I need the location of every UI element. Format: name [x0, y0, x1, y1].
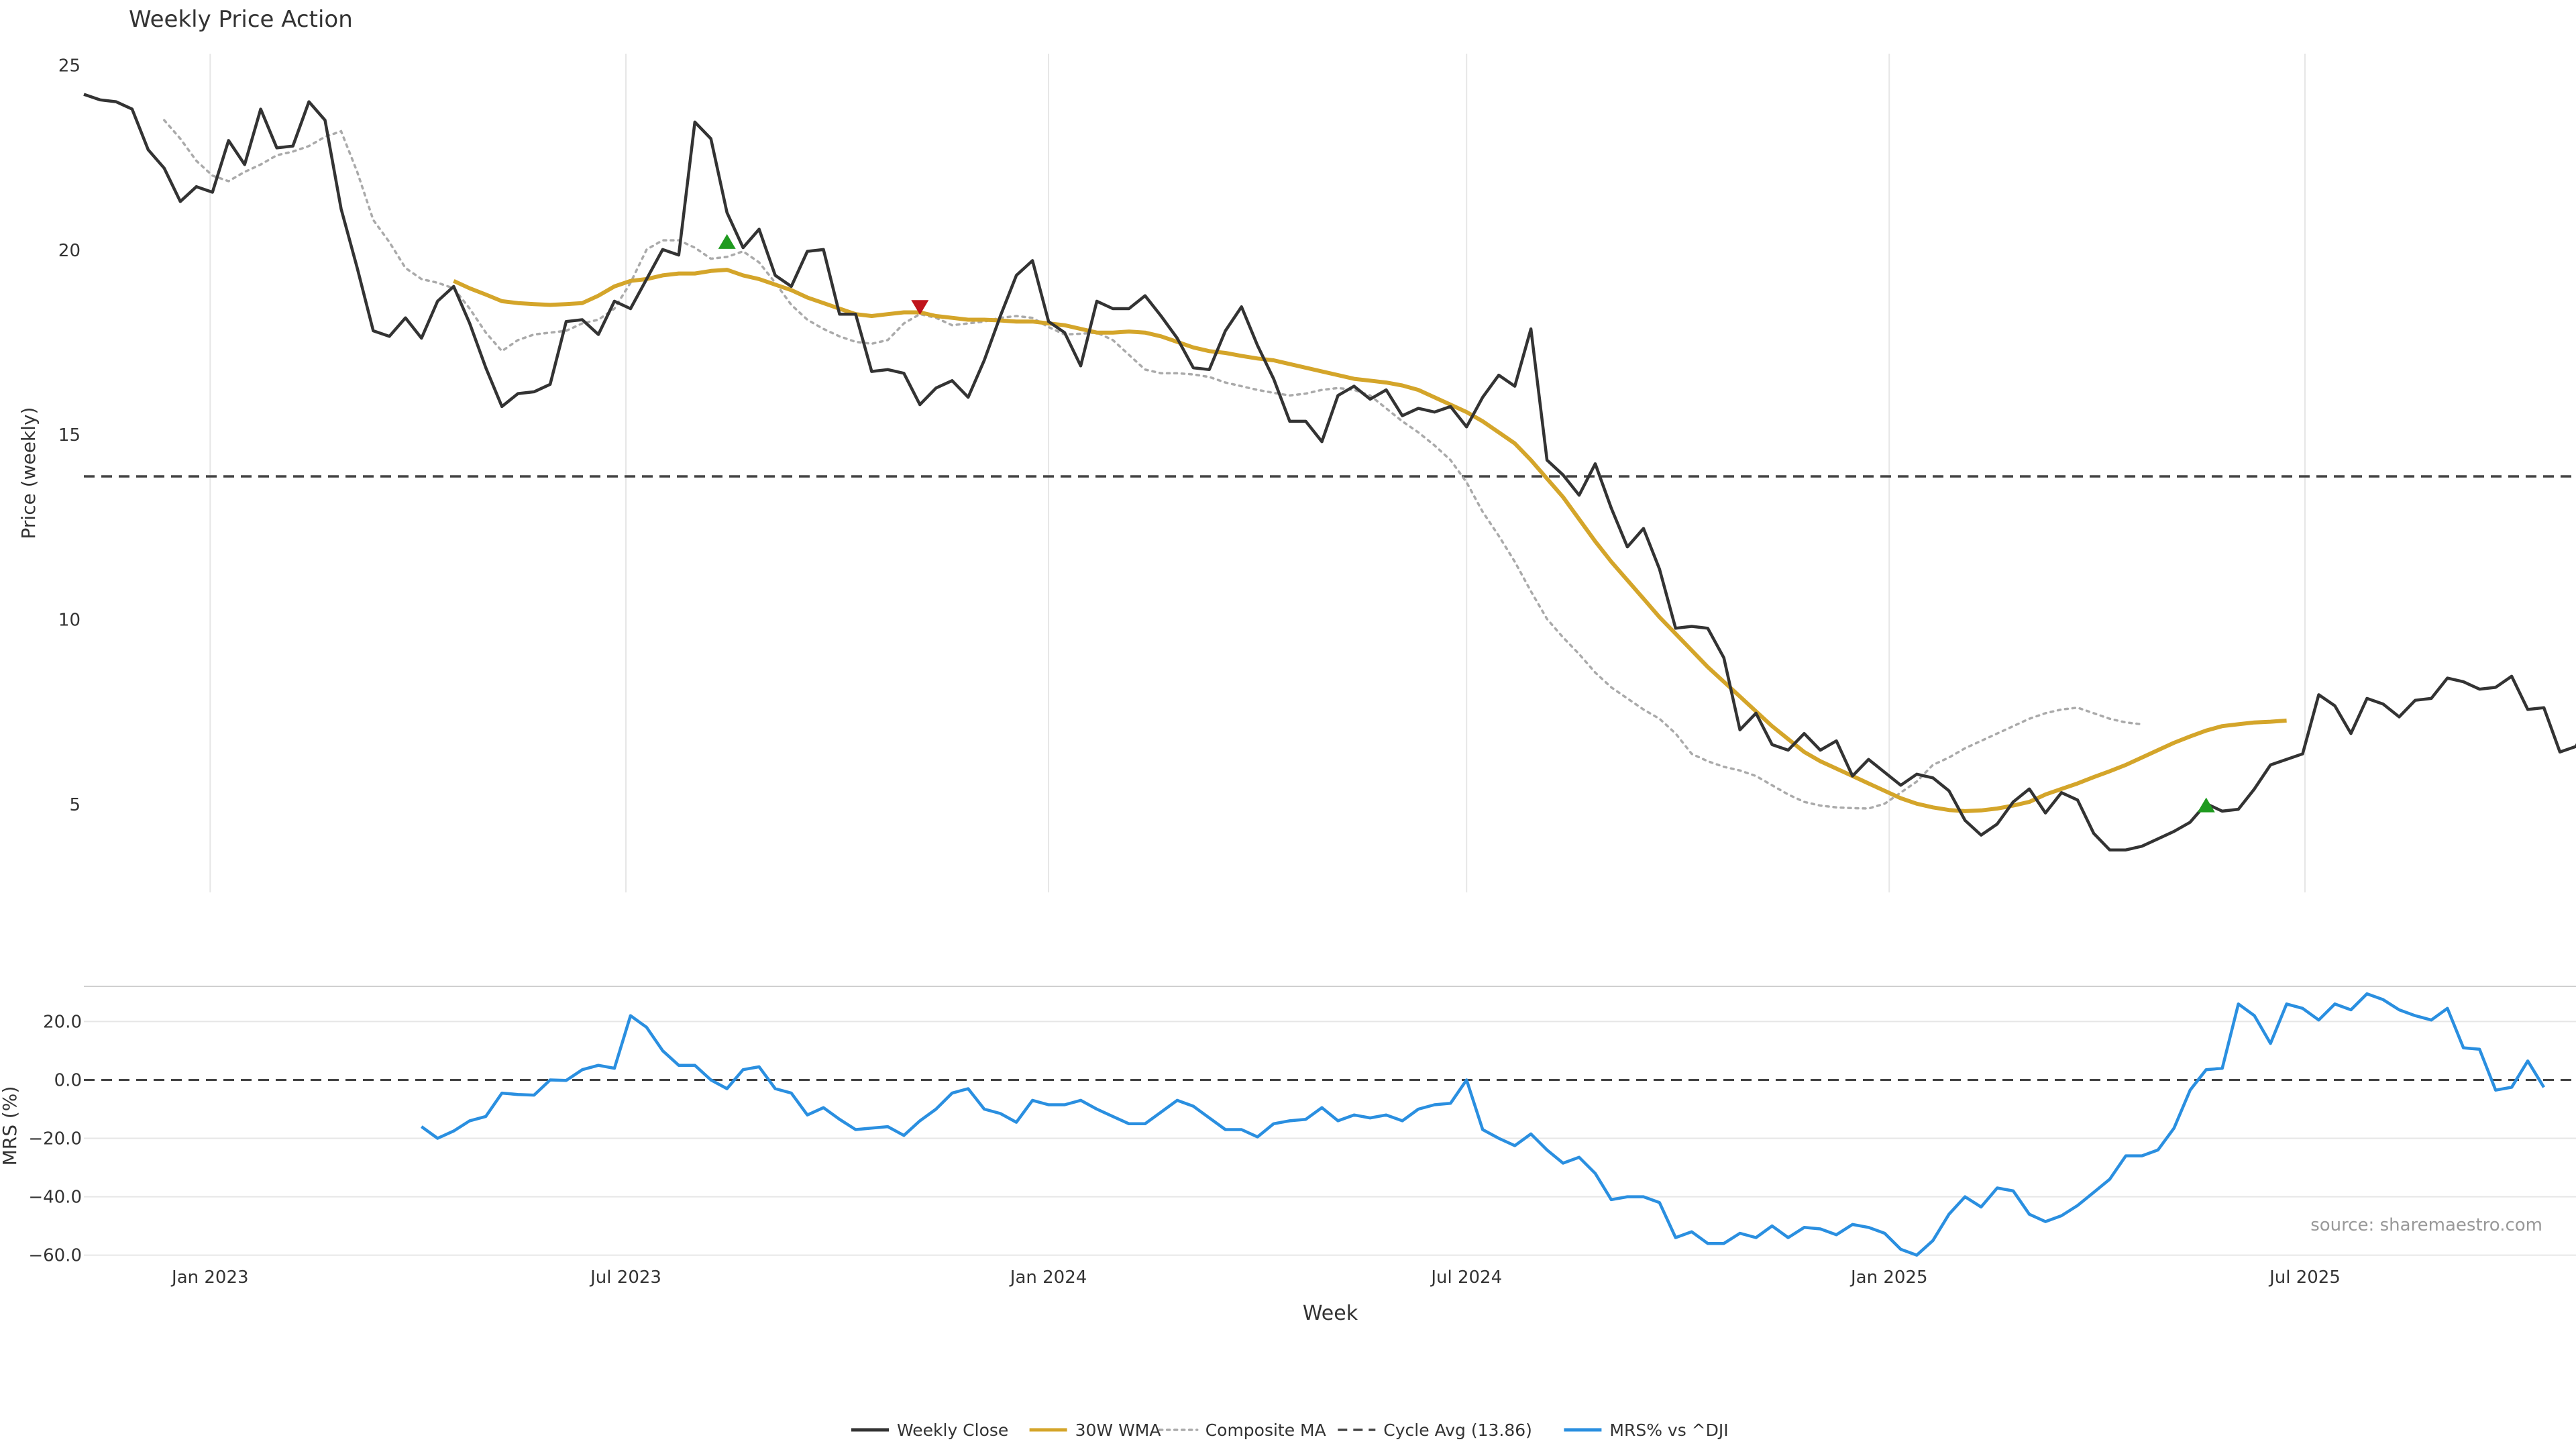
mrs-y-tick-label: 20.0 — [43, 1012, 82, 1032]
mrs-y-tick-label: −40.0 — [28, 1188, 82, 1208]
composite-ma-line — [163, 119, 2143, 810]
sell-signal-marker — [911, 300, 929, 315]
legend-label-mrs: MRS% vs ^DJI — [1609, 1420, 1728, 1440]
legend-label-composite: Composite MA — [1205, 1420, 1326, 1440]
mrs-y-tick-label: −60.0 — [28, 1246, 82, 1266]
chart-title: Weekly Price Action — [129, 6, 353, 33]
price-y-tick-label: 5 — [69, 795, 80, 815]
x-tick-label: Jan 2025 — [1849, 1267, 1928, 1288]
mrs-y-tick-label: 0.0 — [54, 1070, 82, 1090]
legend-label-close: Weekly Close — [897, 1420, 1008, 1440]
x-tick-label: Jul 2024 — [1430, 1267, 1502, 1288]
legend-item-composite: Composite MA — [1158, 1420, 1326, 1440]
price-y-tick-label: 25 — [58, 56, 80, 76]
legend-item-wma: 30W WMA — [1029, 1420, 1161, 1440]
price-axis-label: Price (weekly) — [17, 407, 40, 539]
legend-item-close: Weekly Close — [851, 1420, 1008, 1440]
x-tick-label: Jan 2023 — [170, 1267, 249, 1288]
x-tick-label: Jul 2025 — [2268, 1267, 2341, 1288]
price-panel: 5 10 15 20 25 — [58, 54, 2576, 892]
x-tick-label: Jan 2024 — [1009, 1267, 1087, 1288]
mrs-line — [420, 992, 2546, 1257]
legend-label-wma: 30W WMA — [1075, 1420, 1161, 1440]
source-note: source: sharemaestro.com — [2310, 1215, 2542, 1235]
buy-signal-marker — [2197, 797, 2215, 813]
legend-item-mrs: MRS% vs ^DJI — [1564, 1420, 1729, 1440]
mrs-axis-label: MRS (%) — [0, 1086, 21, 1166]
legend-item-cycle: Cycle Avg (13.86) — [1338, 1420, 1532, 1440]
legend-label-cycle: Cycle Avg (13.86) — [1383, 1420, 1532, 1440]
mrs-panel: 20.0 0.0 −20.0 −40.0 −60.0 Jan 2023 Jul 2023 Ja… — [28, 986, 2576, 1288]
buy-signal-marker — [718, 234, 736, 249]
x-axis-label: Week — [1303, 1302, 1358, 1325]
wma-30w-line — [453, 268, 2287, 813]
mrs-y-tick-label: −20.0 — [28, 1129, 82, 1149]
price-y-tick-label: 15 — [58, 425, 80, 446]
legend: Weekly Close 30W WMA Composite MA Cycle Avg… — [851, 1420, 1729, 1440]
x-tick-label: Jul 2023 — [589, 1267, 661, 1288]
price-y-tick-label: 10 — [58, 611, 80, 631]
weekly-close-line — [83, 93, 2576, 851]
price-y-tick-label: 20 — [58, 241, 80, 261]
